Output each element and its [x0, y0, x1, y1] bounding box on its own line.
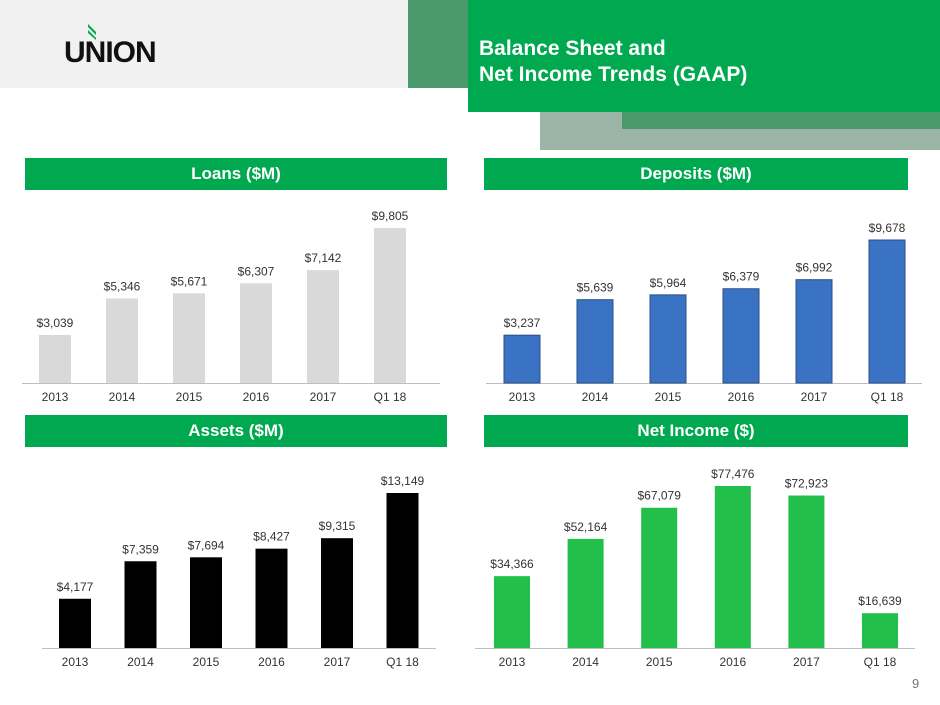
- net-income-data-label: $16,639: [858, 594, 902, 608]
- loans-data-label: $5,346: [104, 279, 141, 293]
- loans-bar: [39, 334, 71, 383]
- loans-data-label: $5,671: [171, 274, 208, 288]
- deposits-data-label: $3,237: [504, 316, 541, 330]
- deposits-bar: [649, 294, 687, 384]
- loans-tick-label: Q1 18: [374, 390, 407, 404]
- net-income-bar: [641, 507, 678, 648]
- loans-bar: [173, 293, 205, 383]
- deposits-data-label: $5,639: [577, 281, 614, 295]
- loans-header: Loans ($M): [25, 158, 447, 190]
- deposits-bar: [795, 279, 833, 384]
- deposits-tick-label: 2015: [655, 390, 682, 404]
- deposits-tick-label: 2016: [728, 390, 755, 404]
- header-accent-dark: [622, 112, 940, 129]
- net-income-data-label: $52,164: [564, 520, 608, 534]
- assets-tick-label: 2014: [127, 655, 154, 669]
- net-income-tick-label: Q1 18: [864, 655, 897, 669]
- assets-bar: [59, 598, 91, 648]
- loans-bar: [106, 298, 138, 383]
- assets-data-label: $9,315: [319, 519, 356, 533]
- assets-data-label: $13,149: [381, 474, 425, 488]
- assets-bar: [386, 493, 419, 648]
- title-line-1: Balance Sheet and: [479, 37, 666, 60]
- loans-bar: [374, 228, 406, 383]
- net-income-tick-label: 2017: [793, 655, 820, 669]
- page-title: Balance Sheet and Net Income Trends (GAA…: [468, 0, 940, 112]
- loans-data-label: $3,039: [37, 316, 74, 330]
- net-income-data-label: $77,476: [711, 467, 755, 481]
- deposits-data-label: $9,678: [869, 221, 906, 235]
- net-income-tick-label: 2015: [646, 655, 673, 669]
- deposits-bar: [503, 334, 541, 384]
- loans-data-label: $6,307: [238, 264, 275, 278]
- deposits-bar: [576, 299, 614, 384]
- deposits-tick-label: Q1 18: [871, 390, 904, 404]
- loans-bar: [307, 270, 339, 383]
- assets-data-label: $8,427: [253, 530, 290, 544]
- assets-tick-label: Q1 18: [386, 655, 419, 669]
- assets-tick-label: 2016: [258, 655, 285, 669]
- net-income-bar: [788, 495, 825, 648]
- assets-bar: [190, 557, 222, 648]
- net-income-bar: [714, 486, 751, 648]
- title-line-2: Net Income Trends (GAAP): [479, 63, 748, 86]
- loans-tick-label: 2016: [243, 390, 270, 404]
- loans-data-label: $9,805: [372, 209, 409, 223]
- loans-tick-label: 2017: [310, 390, 337, 404]
- assets-data-label: $7,359: [122, 542, 159, 556]
- deposits-data-label: $6,379: [723, 270, 760, 284]
- deposits-tick-label: 2017: [801, 390, 828, 404]
- net-income-tick-label: 2013: [499, 655, 526, 669]
- net-income-tick-label: 2016: [719, 655, 746, 669]
- net-income-data-label: $72,923: [785, 477, 829, 491]
- assets-tick-label: 2013: [62, 655, 89, 669]
- assets-bar: [255, 548, 288, 648]
- assets-bar: [124, 561, 157, 648]
- net-income-tick-label: 2014: [572, 655, 599, 669]
- assets-tick-label: 2015: [193, 655, 220, 669]
- deposits-tick-label: 2013: [509, 390, 536, 404]
- net-income-header: Net Income ($): [484, 415, 908, 447]
- loans-tick-label: 2015: [176, 390, 203, 404]
- deposits-header: Deposits ($M): [484, 158, 908, 190]
- union-logo: UNION: [64, 36, 157, 69]
- net-income-bar: [567, 538, 604, 648]
- deposits-tick-label: 2014: [582, 390, 609, 404]
- deposits-data-label: $5,964: [650, 276, 687, 290]
- loans-tick-label: 2014: [109, 390, 136, 404]
- net-income-bar: [862, 613, 898, 648]
- deposits-bar: [722, 288, 760, 384]
- loans-data-label: $7,142: [305, 251, 342, 265]
- logo-mark-icon: [88, 24, 96, 40]
- net-income-bar: [494, 576, 530, 648]
- assets-bar: [321, 538, 353, 648]
- page-number: 9: [912, 676, 920, 691]
- net-income-data-label: $67,079: [638, 489, 682, 503]
- assets-header: Assets ($M): [25, 415, 447, 447]
- assets-data-label: $4,177: [57, 580, 94, 594]
- header-background: [0, 0, 408, 88]
- net-income-data-label: $34,366: [490, 557, 534, 571]
- loans-tick-label: 2013: [42, 390, 69, 404]
- deposits-bar: [868, 239, 906, 384]
- deposits-data-label: $6,992: [796, 261, 833, 275]
- loans-bar: [240, 283, 272, 383]
- assets-data-label: $7,694: [188, 538, 225, 552]
- assets-tick-label: 2017: [324, 655, 351, 669]
